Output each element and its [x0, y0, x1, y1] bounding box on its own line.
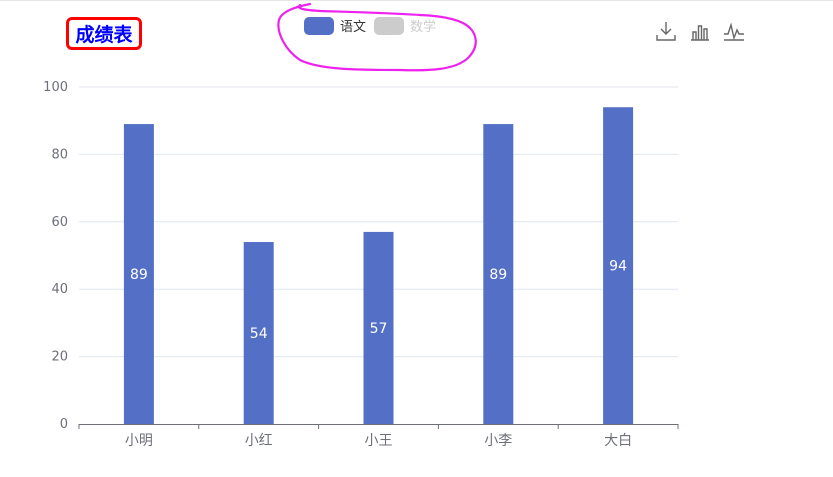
- x-tick-label: 小李: [484, 433, 512, 449]
- y-tick-label: 100: [43, 80, 68, 95]
- annotation-circle: [277, 2, 477, 72]
- legend-item-math[interactable]: 数学: [374, 16, 436, 35]
- chart-title: 成绩表: [75, 24, 133, 46]
- bar-value-label: 89: [489, 267, 507, 283]
- bar-value-label: 89: [130, 267, 148, 283]
- y-tick-label: 60: [51, 215, 68, 230]
- bar-value-label: 54: [250, 326, 268, 342]
- legend-swatch-math: [374, 16, 405, 35]
- bar-chart-icon[interactable]: [689, 20, 711, 42]
- chart-title-box: 成绩表: [66, 17, 142, 50]
- bar-value-label: 94: [609, 259, 627, 275]
- x-tick-label: 小明: [125, 433, 153, 449]
- legend: 语文 数学: [304, 16, 436, 35]
- download-icon[interactable]: [655, 20, 677, 42]
- line-chart-icon[interactable]: [723, 20, 745, 42]
- top-border-line: [0, 0, 833, 1]
- bar[interactable]: [243, 242, 274, 424]
- bar[interactable]: [123, 124, 154, 424]
- x-tick-label: 小王: [365, 433, 393, 449]
- y-tick-label: 20: [51, 350, 68, 365]
- y-tick-label: 80: [51, 147, 68, 162]
- legend-label-math: 数学: [410, 20, 437, 35]
- bar[interactable]: [603, 107, 634, 424]
- legend-swatch-chinese: [304, 16, 334, 35]
- x-tick-label: 小红: [245, 433, 273, 449]
- x-tick-label: 大白: [604, 433, 632, 449]
- y-tick-label: 0: [60, 417, 68, 432]
- toolbox: [655, 20, 745, 42]
- y-tick-label: 40: [51, 282, 68, 297]
- bar-value-label: 57: [370, 321, 388, 337]
- legend-label-chinese: 语文: [340, 20, 367, 35]
- legend-item-chinese[interactable]: 语文: [304, 16, 366, 35]
- bar[interactable]: [483, 124, 514, 424]
- bar[interactable]: [363, 231, 394, 424]
